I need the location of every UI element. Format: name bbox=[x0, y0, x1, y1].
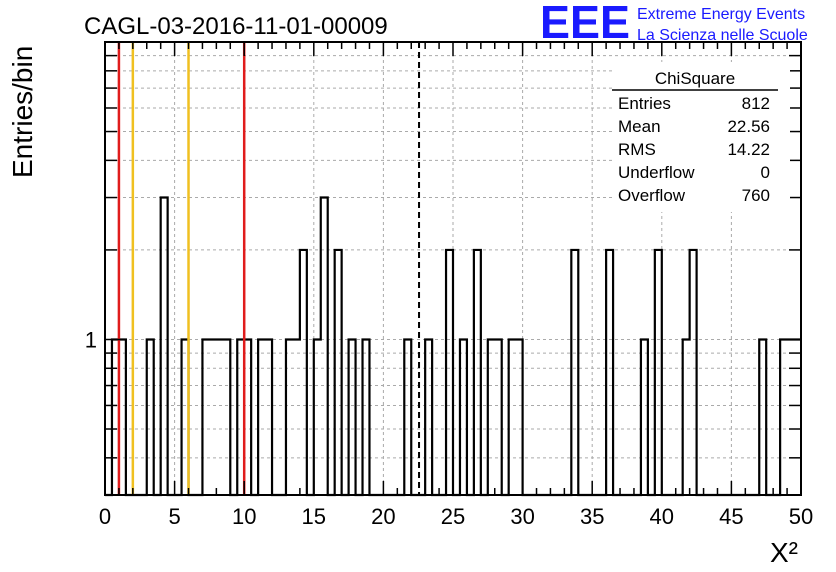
x-tick-label: 25 bbox=[441, 504, 465, 529]
run-title: CAGL-03-2016-11-01-00009 bbox=[84, 13, 388, 40]
x-axis-title: X² bbox=[770, 537, 798, 568]
y-tick-label: 1 bbox=[85, 327, 97, 352]
stats-box: ChiSquare Entries 812 Mean 22.56 RMS 14.… bbox=[612, 62, 790, 212]
x-tick-label: 30 bbox=[510, 504, 534, 529]
x-tick-label: 0 bbox=[99, 504, 111, 529]
stats-overflow-value: 760 bbox=[742, 186, 770, 205]
stats-entries-label: Entries bbox=[618, 94, 671, 113]
stats-rms-value: 14.22 bbox=[727, 140, 770, 159]
stats-box-background bbox=[612, 62, 790, 212]
stats-entries-value: 812 bbox=[742, 94, 770, 113]
x-tick-label: 5 bbox=[168, 504, 180, 529]
x-tick-label: 20 bbox=[371, 504, 395, 529]
brand-line-2: La Scienza nelle Scuole bbox=[637, 27, 808, 44]
stats-underflow-value: 0 bbox=[761, 163, 770, 182]
stats-mean-value: 22.56 bbox=[727, 117, 770, 136]
stats-mean-label: Mean bbox=[618, 117, 661, 136]
x-tick-label: 50 bbox=[789, 504, 813, 529]
brand-line-1: Extreme Energy Events bbox=[637, 6, 805, 23]
marker-lines bbox=[117, 42, 421, 495]
x-tick-label: 40 bbox=[650, 504, 674, 529]
stats-box-title: ChiSquare bbox=[655, 69, 735, 88]
x-tick-label: 10 bbox=[232, 504, 256, 529]
x-tick-label: 35 bbox=[580, 504, 604, 529]
x-tick-label: 15 bbox=[302, 504, 326, 529]
axis-ticks bbox=[104, 42, 802, 495]
stats-rms-label: RMS bbox=[618, 140, 656, 159]
eee-logo: EEE bbox=[540, 0, 630, 48]
stats-overflow-label: Overflow bbox=[618, 186, 686, 205]
y-axis-title: Entries/bin bbox=[7, 46, 38, 178]
stats-underflow-label: Underflow bbox=[618, 163, 695, 182]
x-tick-label: 45 bbox=[719, 504, 743, 529]
axis-tick-labels: 0 5 10 15 20 25 30 35 40 45 50 1 bbox=[85, 327, 813, 529]
